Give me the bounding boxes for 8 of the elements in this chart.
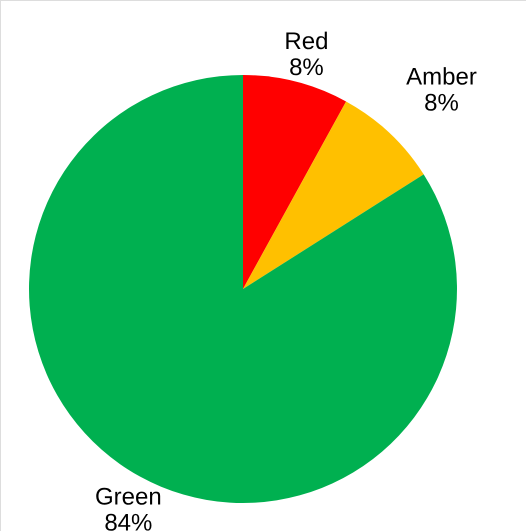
- slice-label: Green: [94, 484, 162, 511]
- slice-label: Red: [284, 28, 328, 56]
- pie-slice: [243, 75, 346, 289]
- slice-label: Amber: [406, 64, 477, 91]
- data-label: 8%: [289, 54, 324, 82]
- data-label: 8%: [424, 90, 459, 117]
- pie-slice: [243, 101, 424, 289]
- data-label: 84%: [104, 510, 152, 531]
